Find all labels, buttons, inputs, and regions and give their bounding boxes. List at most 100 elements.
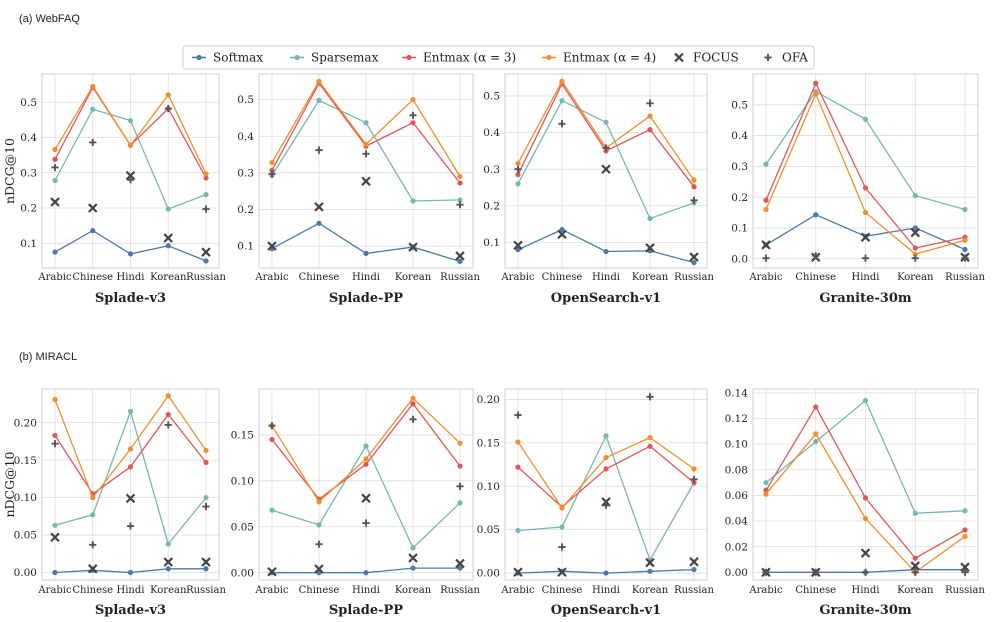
data-point (910, 227, 921, 238)
legend-item-focus: FOCUS (674, 51, 739, 65)
data-point (557, 567, 567, 577)
data-point (269, 507, 275, 513)
y-tick-label: 0.10 (477, 481, 500, 493)
data-point (813, 91, 819, 97)
y-tick-label: 0.10 (14, 492, 37, 504)
data-point (203, 566, 209, 572)
series-entmax-4 (763, 91, 968, 257)
x-tick-label: Arabic (37, 272, 72, 283)
x-tick-label: Arabic (500, 585, 535, 596)
data-point (456, 482, 464, 490)
data-point (558, 543, 566, 551)
data-point (409, 415, 417, 423)
y-tick-label: 0.00 (14, 567, 37, 579)
x-tick-label: Arabic (748, 272, 783, 283)
data-point (90, 228, 96, 234)
data-point (813, 80, 819, 86)
series-focus (50, 493, 211, 574)
data-point (861, 568, 870, 576)
data-point (457, 197, 463, 203)
x-tick-label: Russian (440, 585, 480, 596)
series-sparsemax (515, 98, 697, 222)
x-tick-label: Hindi (352, 585, 380, 596)
series-entmax-4 (269, 78, 463, 180)
series-ofa (268, 415, 464, 548)
y-tick-label: 0.02 (725, 541, 748, 553)
data-point (269, 436, 275, 443)
legend-dot (546, 54, 552, 61)
data-point (410, 198, 416, 204)
x-tick-label: Chinese (299, 585, 340, 596)
data-point (269, 167, 275, 173)
legend-marker (674, 52, 684, 63)
x-tick-label: Russian (945, 585, 985, 596)
legend-label: Sparsemax (311, 51, 379, 65)
data-point (558, 120, 566, 128)
panel-title: Splade-PP (329, 291, 403, 306)
y-tick-label: 0.3 (20, 167, 37, 179)
data-point (87, 203, 98, 213)
data-point (52, 177, 58, 184)
data-point (51, 163, 59, 172)
x-tick-label: Chinese (72, 272, 113, 283)
data-point (457, 565, 463, 571)
data-point (761, 240, 771, 250)
data-point (602, 144, 610, 152)
data-point (165, 566, 171, 572)
data-point (315, 146, 323, 154)
x-tick-label: Arabic (37, 585, 72, 596)
data-point (763, 197, 769, 203)
x-tick-label: Arabic (500, 272, 535, 283)
y-tick-label: 0.3 (483, 164, 500, 176)
y-tick-label: 0.06 (725, 490, 749, 502)
legend-label: Entmax (α = 3) (423, 51, 516, 65)
data-point (812, 252, 820, 260)
data-point (127, 251, 134, 257)
data-point (912, 555, 918, 561)
data-point (647, 215, 653, 222)
y-tick-label: 0.2 (731, 192, 748, 204)
series-focus (761, 227, 970, 262)
data-point (860, 232, 871, 242)
series-ofa (514, 99, 698, 204)
y-tick-label: 0.1 (237, 241, 254, 253)
data-point (362, 150, 370, 158)
data-point (862, 116, 869, 122)
data-point (813, 431, 819, 437)
legend: Softmax Sparsemax Entmax (α = 3) Entmax (α … (182, 45, 815, 70)
data-point (912, 510, 918, 516)
data-point (203, 495, 209, 501)
data-point (51, 440, 59, 448)
data-point (363, 461, 369, 467)
y-tick-label: 0.2 (483, 200, 500, 212)
x-tick-label: Russian (186, 585, 226, 596)
data-point (862, 209, 869, 216)
panel-opensearch-v1-webfaq: 0.1 0.2 0.3 0.4 0.5 Arabic Chinese Hindi Korean R… (483, 73, 714, 306)
data-point (961, 568, 969, 576)
x-tick-label: Russian (440, 272, 480, 283)
data-point (763, 491, 769, 497)
data-point (361, 176, 371, 187)
plot-frame (41, 388, 220, 581)
data-point (203, 171, 209, 177)
data-point (269, 159, 275, 166)
x-tick-label: Chinese (72, 585, 113, 596)
x-tick-label: Korean (632, 585, 669, 596)
series-focus (761, 548, 970, 578)
data-point (647, 127, 653, 133)
series-focus (267, 493, 465, 577)
data-point (457, 440, 463, 446)
series-focus (513, 164, 699, 262)
plot-frame (752, 73, 979, 269)
data-point (52, 569, 58, 576)
data-point (410, 401, 416, 407)
y-tick-label: 0.2 (237, 204, 254, 216)
data-point (127, 408, 134, 415)
data-point (52, 432, 58, 439)
data-point (316, 220, 322, 226)
data-point (962, 533, 968, 540)
series-ofa (762, 568, 969, 576)
data-point (603, 570, 609, 576)
data-point (647, 443, 653, 449)
